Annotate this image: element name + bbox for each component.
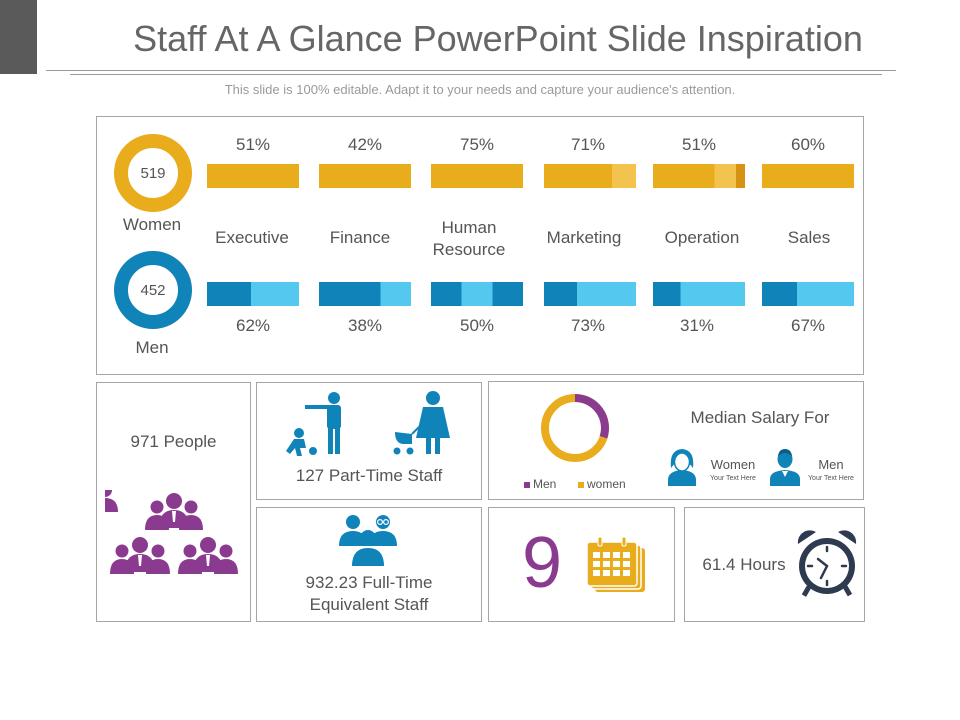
men-bar-marketing [544, 282, 636, 306]
men-bar-sales [762, 282, 854, 306]
men-pct-human-resource: 50% [459, 316, 495, 335]
legend-women-swatch [578, 482, 584, 488]
women-bar-marketing [544, 164, 636, 188]
men-bar-executive [207, 282, 299, 306]
women-bar-executive [207, 164, 299, 188]
men-label: Men [135, 338, 169, 357]
title-divider-secondary [70, 74, 882, 75]
men-pct-executive: 62% [235, 316, 271, 335]
women-bar-finance [319, 164, 411, 188]
title-accent-bar [0, 0, 37, 74]
legend-women-label: women [587, 477, 626, 491]
team-icon [339, 515, 397, 566]
hours-label: 61.4 Hours [702, 555, 786, 574]
dept-label-sales: Sales [787, 228, 831, 247]
men-pct-finance: 38% [347, 316, 383, 335]
salary-donut-icon [541, 394, 609, 462]
men-bar-operation [653, 282, 745, 306]
salary-men-sub: Your Text Here [808, 475, 854, 482]
dept-label-human-resource: Human Resource [432, 218, 506, 259]
part-time-label: 127 Part-Time Staff [295, 466, 443, 485]
title-divider [46, 70, 896, 71]
full-time-label: 932.23 Full-Time Equivalent Staff [305, 573, 433, 614]
group-of-people-icon [105, 490, 238, 574]
page-subtitle: This slide is 100% editable. Adapt it to… [224, 82, 736, 97]
women-pct-finance: 42% [347, 135, 383, 154]
salary-women-sub: Your Text Here [710, 475, 756, 482]
dept-label-executive: Executive [215, 228, 289, 247]
parent-with-children-icon [286, 391, 450, 456]
women-pct-human-resource: 75% [459, 135, 495, 154]
man-avatar-icon [770, 449, 800, 486]
men-count: 452 [140, 282, 166, 299]
woman-avatar-icon [668, 449, 696, 486]
women-bar-human-resource [431, 164, 523, 188]
calendar-value: 9 [522, 523, 563, 603]
alarm-clock-icon [797, 530, 857, 597]
men-pct-operation: 31% [679, 316, 715, 335]
women-pct-marketing: 71% [570, 135, 606, 154]
department-panel [96, 116, 864, 375]
men-bar-finance [319, 282, 411, 306]
dept-label-finance: Finance [329, 228, 391, 247]
salary-women-label: Women [710, 457, 756, 472]
men-donut-icon [114, 251, 192, 329]
women-bar-sales [762, 164, 854, 188]
men-pct-sales: 67% [790, 316, 826, 335]
people-count: 971 People [130, 432, 217, 451]
women-pct-operation: 51% [681, 135, 717, 154]
women-count: 519 [140, 165, 166, 182]
women-pct-sales: 60% [790, 135, 826, 154]
calendar-icon [586, 536, 645, 592]
salary-men-label: Men [818, 457, 844, 472]
dept-label-marketing: Marketing [546, 228, 622, 247]
legend-men-label: Men [533, 477, 557, 491]
legend-men-swatch [524, 482, 530, 488]
salary-title: Median Salary For [690, 408, 830, 427]
men-bar-human-resource [431, 282, 523, 306]
dept-label-operation: Operation [664, 228, 740, 247]
women-donut-icon [114, 134, 192, 212]
men-pct-marketing: 73% [570, 316, 606, 335]
women-pct-executive: 51% [235, 135, 271, 154]
women-label: Women [122, 215, 182, 234]
women-bar-operation [653, 164, 745, 188]
page-title: Staff At A Glance PowerPoint Slide Inspi… [133, 18, 863, 59]
